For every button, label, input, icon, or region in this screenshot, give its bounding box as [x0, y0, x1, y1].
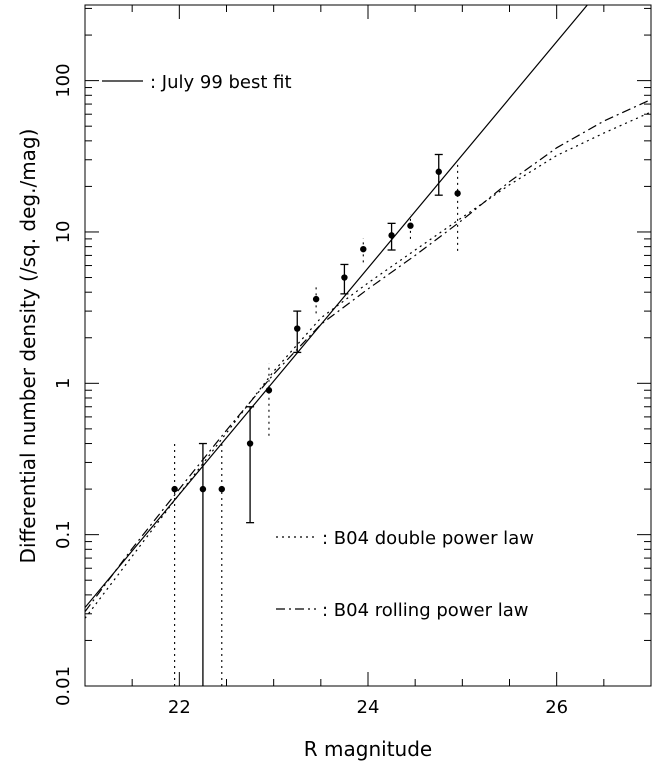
data-point — [388, 232, 395, 239]
data-points — [171, 153, 461, 686]
data-point — [341, 274, 348, 281]
series-line-dash-dot — [85, 98, 651, 612]
x-tick-label: 26 — [545, 697, 568, 718]
x-axis-label: R magnitude — [304, 737, 432, 761]
data-point — [218, 485, 225, 493]
y-tick-label: 100 — [53, 63, 74, 97]
y-tick-label: 0.01 — [53, 666, 74, 706]
data-point — [360, 245, 367, 253]
legend-label: : July 99 best fit — [150, 72, 292, 93]
data-point — [454, 190, 461, 197]
x-tick-label: 24 — [357, 697, 380, 718]
data-point — [246, 440, 254, 447]
data-point — [171, 485, 178, 493]
legend: : July 99 best fit : B04 double power law… — [102, 72, 534, 621]
data-point — [199, 485, 207, 493]
data-point — [265, 387, 273, 394]
legend-label: : B04 rolling power law — [322, 600, 528, 621]
x-tick-label: 22 — [168, 697, 191, 718]
axis-ticks: 22 24 26 0.01 0.1 1 10 100 — [53, 5, 652, 718]
data-point — [407, 222, 414, 229]
legend-label: : B04 double power law — [322, 528, 534, 549]
data-point — [435, 168, 442, 175]
y-axis-label: Differential number density (/sq. deg./m… — [16, 129, 40, 564]
series-line-solid — [85, 5, 589, 608]
y-tick-label: 1 — [53, 378, 74, 389]
model-curves — [85, 5, 651, 619]
plot-frame — [84, 4, 652, 687]
y-tick-label: 0.1 — [53, 520, 74, 549]
y-tick-label: 10 — [53, 221, 74, 244]
data-point — [294, 325, 301, 332]
data-point — [312, 295, 320, 303]
